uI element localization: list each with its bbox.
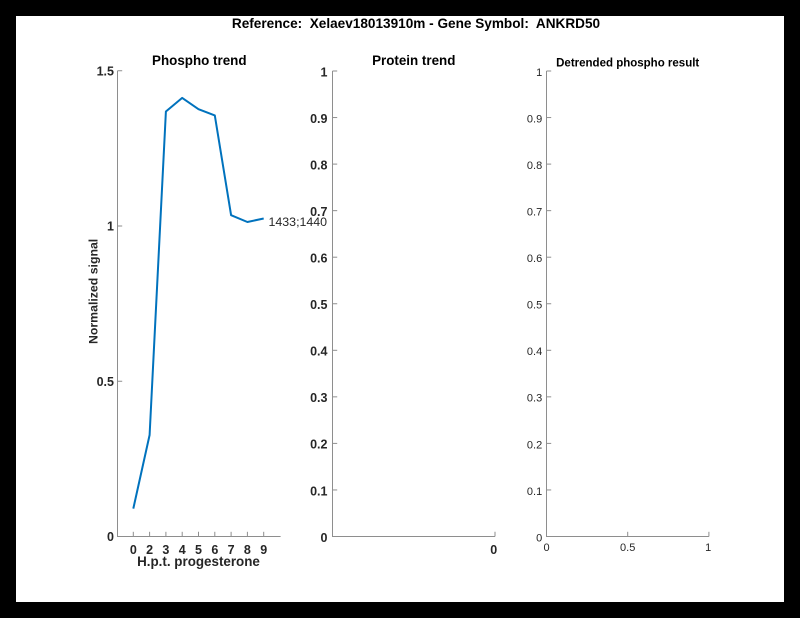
svg-text:0.2: 0.2 [310, 438, 327, 452]
svg-text:1: 1 [321, 65, 328, 79]
svg-text:Protein trend: Protein trend [372, 53, 455, 68]
svg-text:0: 0 [107, 530, 114, 544]
svg-text:6: 6 [211, 543, 218, 557]
svg-text:1: 1 [107, 220, 114, 234]
svg-text:0.9: 0.9 [310, 112, 327, 126]
svg-text:0.3: 0.3 [310, 391, 327, 405]
svg-text:0: 0 [321, 531, 328, 545]
svg-text:Detrended phospho result: Detrended phospho result [556, 58, 699, 70]
svg-text:0.8: 0.8 [527, 160, 542, 172]
svg-text:0: 0 [536, 532, 542, 544]
svg-text:0.1: 0.1 [310, 484, 327, 498]
svg-text:9: 9 [260, 543, 267, 557]
svg-text:2: 2 [146, 543, 153, 557]
svg-text:0.5: 0.5 [310, 298, 327, 312]
svg-text:0: 0 [130, 543, 137, 557]
svg-text:0.5: 0.5 [620, 542, 635, 554]
svg-text:0: 0 [490, 543, 497, 557]
svg-text:0.5: 0.5 [97, 375, 114, 389]
svg-text:0.5: 0.5 [527, 300, 542, 312]
svg-text:8: 8 [244, 543, 251, 557]
svg-text:5: 5 [195, 543, 202, 557]
svg-text:0.8: 0.8 [310, 158, 327, 172]
svg-text:0: 0 [544, 542, 550, 554]
svg-text:3: 3 [162, 543, 169, 557]
svg-text:0.7: 0.7 [310, 205, 327, 219]
svg-text:0.6: 0.6 [310, 252, 327, 266]
svg-text:1433;1440: 1433;1440 [269, 215, 328, 229]
svg-text:0.6: 0.6 [527, 253, 542, 265]
svg-text:0.2: 0.2 [527, 439, 542, 451]
svg-text:0.4: 0.4 [527, 346, 542, 358]
svg-text:0.7: 0.7 [527, 207, 542, 219]
svg-text:H.p.t. progesterone: H.p.t. progesterone [137, 554, 260, 569]
svg-text:0.3: 0.3 [527, 393, 542, 405]
svg-text:Reference: Xelaev18013910m -: Reference: Xelaev18013910m - Gene Symbol… [232, 16, 600, 31]
svg-text:1: 1 [705, 542, 711, 554]
svg-text:0.1: 0.1 [527, 486, 542, 498]
svg-text:0.4: 0.4 [310, 345, 327, 359]
svg-text:0.9: 0.9 [527, 113, 542, 125]
svg-text:Phospho trend: Phospho trend [152, 53, 246, 68]
svg-text:4: 4 [179, 543, 186, 557]
svg-text:1: 1 [536, 67, 542, 79]
svg-text:7: 7 [228, 543, 235, 557]
svg-text:Normalized signal: Normalized signal [87, 239, 101, 344]
svg-text:1.5: 1.5 [97, 64, 114, 78]
